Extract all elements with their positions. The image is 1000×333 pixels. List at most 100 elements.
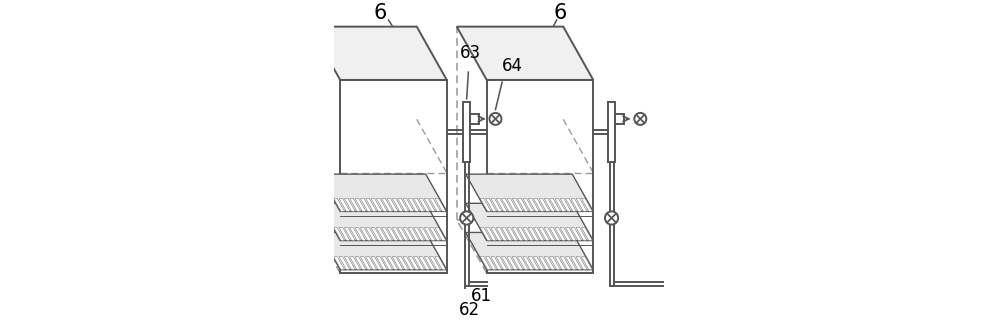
Polygon shape bbox=[419, 227, 430, 240]
Polygon shape bbox=[435, 257, 446, 270]
Polygon shape bbox=[549, 227, 560, 240]
Polygon shape bbox=[463, 102, 470, 162]
Polygon shape bbox=[549, 257, 560, 270]
Polygon shape bbox=[528, 227, 539, 240]
Polygon shape bbox=[350, 227, 361, 240]
Polygon shape bbox=[544, 198, 555, 211]
Polygon shape bbox=[466, 174, 593, 211]
Polygon shape bbox=[339, 198, 350, 211]
Polygon shape bbox=[512, 198, 523, 211]
Polygon shape bbox=[528, 198, 539, 211]
Polygon shape bbox=[534, 257, 544, 270]
Polygon shape bbox=[555, 198, 566, 211]
Polygon shape bbox=[544, 227, 555, 240]
Polygon shape bbox=[392, 227, 403, 240]
Polygon shape bbox=[414, 227, 425, 240]
Polygon shape bbox=[565, 227, 576, 240]
Polygon shape bbox=[560, 227, 571, 240]
Polygon shape bbox=[339, 227, 350, 240]
Polygon shape bbox=[528, 257, 539, 270]
Polygon shape bbox=[403, 227, 414, 240]
Polygon shape bbox=[466, 232, 593, 270]
Polygon shape bbox=[334, 257, 345, 270]
Polygon shape bbox=[581, 198, 592, 211]
Polygon shape bbox=[502, 227, 512, 240]
Polygon shape bbox=[424, 257, 435, 270]
Polygon shape bbox=[339, 257, 350, 270]
Polygon shape bbox=[560, 198, 571, 211]
Polygon shape bbox=[518, 257, 528, 270]
Polygon shape bbox=[360, 257, 371, 270]
Polygon shape bbox=[466, 203, 593, 240]
Polygon shape bbox=[507, 227, 518, 240]
Polygon shape bbox=[344, 227, 355, 240]
Circle shape bbox=[489, 113, 501, 125]
Polygon shape bbox=[523, 198, 534, 211]
Polygon shape bbox=[344, 198, 355, 211]
Polygon shape bbox=[608, 102, 615, 162]
Polygon shape bbox=[350, 198, 361, 211]
Text: 6: 6 bbox=[553, 3, 567, 23]
Text: 62: 62 bbox=[458, 301, 480, 319]
Polygon shape bbox=[355, 257, 366, 270]
Polygon shape bbox=[518, 198, 528, 211]
Polygon shape bbox=[512, 227, 523, 240]
Polygon shape bbox=[392, 198, 403, 211]
Polygon shape bbox=[366, 198, 377, 211]
Polygon shape bbox=[523, 257, 534, 270]
Polygon shape bbox=[576, 257, 587, 270]
Polygon shape bbox=[539, 257, 550, 270]
Polygon shape bbox=[403, 198, 414, 211]
Polygon shape bbox=[360, 227, 371, 240]
Polygon shape bbox=[534, 227, 544, 240]
Circle shape bbox=[605, 211, 618, 224]
Polygon shape bbox=[496, 198, 507, 211]
Polygon shape bbox=[319, 232, 447, 270]
Polygon shape bbox=[435, 227, 446, 240]
Polygon shape bbox=[507, 257, 518, 270]
Polygon shape bbox=[539, 198, 550, 211]
Polygon shape bbox=[319, 203, 447, 240]
Polygon shape bbox=[576, 198, 587, 211]
Polygon shape bbox=[376, 198, 387, 211]
Polygon shape bbox=[491, 227, 502, 240]
Polygon shape bbox=[571, 227, 582, 240]
Polygon shape bbox=[366, 257, 377, 270]
Polygon shape bbox=[398, 198, 409, 211]
Circle shape bbox=[460, 211, 473, 224]
Polygon shape bbox=[502, 257, 512, 270]
Polygon shape bbox=[387, 198, 398, 211]
Polygon shape bbox=[387, 227, 398, 240]
Polygon shape bbox=[571, 257, 582, 270]
Polygon shape bbox=[334, 198, 345, 211]
Polygon shape bbox=[576, 227, 587, 240]
Polygon shape bbox=[523, 227, 534, 240]
Polygon shape bbox=[382, 198, 393, 211]
Polygon shape bbox=[544, 257, 555, 270]
Text: 61: 61 bbox=[471, 287, 492, 305]
Polygon shape bbox=[398, 227, 409, 240]
Polygon shape bbox=[430, 227, 441, 240]
Polygon shape bbox=[480, 257, 491, 270]
Circle shape bbox=[634, 113, 646, 125]
Polygon shape bbox=[430, 198, 441, 211]
Polygon shape bbox=[387, 257, 398, 270]
Polygon shape bbox=[430, 257, 441, 270]
Polygon shape bbox=[560, 257, 571, 270]
Polygon shape bbox=[581, 257, 592, 270]
Polygon shape bbox=[496, 257, 507, 270]
Polygon shape bbox=[496, 227, 507, 240]
Polygon shape bbox=[398, 257, 409, 270]
Polygon shape bbox=[334, 227, 345, 240]
Polygon shape bbox=[392, 257, 403, 270]
Polygon shape bbox=[371, 227, 382, 240]
Polygon shape bbox=[555, 227, 566, 240]
Polygon shape bbox=[360, 198, 371, 211]
Polygon shape bbox=[344, 257, 355, 270]
Polygon shape bbox=[512, 257, 523, 270]
Polygon shape bbox=[408, 257, 419, 270]
Polygon shape bbox=[480, 227, 491, 240]
Polygon shape bbox=[382, 227, 393, 240]
Polygon shape bbox=[371, 198, 382, 211]
Polygon shape bbox=[571, 198, 582, 211]
